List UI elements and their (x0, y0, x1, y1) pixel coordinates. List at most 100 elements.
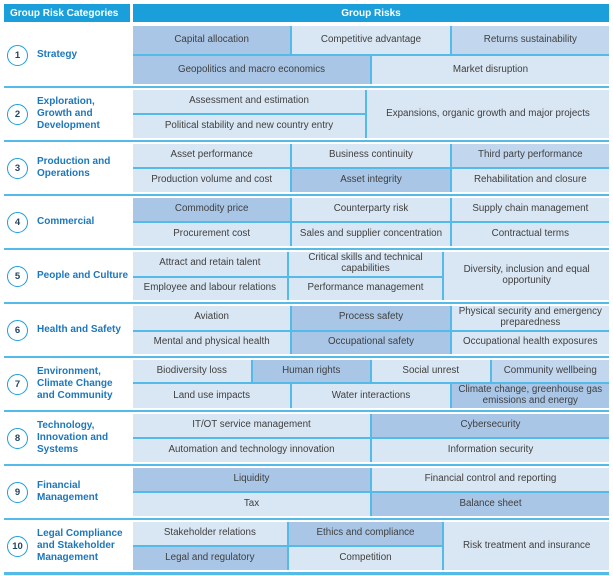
category-number: 8 (14, 432, 21, 444)
risk-row: Geopolitics and macro economics Market d… (133, 56, 609, 84)
risk-row: Capital allocation Competitive advantage… (133, 26, 609, 54)
divider-line (290, 331, 293, 354)
category-number-badge: 5 (7, 265, 28, 287)
table-bottom-border (4, 572, 609, 575)
risk-cell: Physical security and emergency prepared… (451, 306, 609, 330)
category-cell: 1 Strategy (4, 26, 130, 84)
risk-cell: Land use impacts (133, 384, 291, 408)
risk-cell: Production volume and cost (133, 169, 291, 192)
risk-row: Mental and physical health Occupational … (133, 331, 609, 354)
divider-line (290, 169, 293, 192)
risk-group-6: 6 Health and Safety Aviation Process saf… (4, 306, 609, 354)
risk-subgrid: Stakeholder relations Ethics and complia… (133, 522, 443, 570)
category-number-badge: 2 (7, 103, 28, 125)
category-cell: 10 Legal Compliance and Stakeholder Mana… (4, 522, 130, 570)
group-divider (4, 302, 609, 304)
risk-group-9: 9 Financial Management Liquidity Financi… (4, 468, 609, 516)
risk-group-8: 8 Technology, Innovation and Systems IT/… (4, 414, 609, 462)
table-header: Group Risk Categories Group Risks (4, 4, 609, 22)
risk-cell: Geopolitics and macro economics (133, 56, 370, 84)
risk-cell: Process safety (292, 306, 450, 330)
risk-cell: Capital allocation (133, 26, 291, 54)
divider-line (290, 198, 293, 221)
risk-group-7: 7 Environment, Climate Change and Commun… (4, 360, 609, 408)
risk-grid: Capital allocation Competitive advantage… (133, 26, 609, 84)
risk-row: Tax Balance sheet (133, 493, 609, 516)
category-number-badge: 4 (7, 211, 28, 233)
risk-grid: Assessment and estimation Political stab… (133, 90, 609, 138)
risk-cell: Information security (372, 439, 609, 462)
risk-group-3: 3 Production and Operations Asset perfor… (4, 144, 609, 192)
risk-cell: Stakeholder relations (133, 522, 287, 545)
category-number: 10 (12, 540, 23, 552)
risk-subgrid: Assessment and estimation Political stab… (133, 90, 365, 138)
divider-line (489, 360, 492, 383)
divider-line (133, 437, 609, 439)
divider-line (449, 306, 452, 330)
category-cell: 9 Financial Management (4, 468, 130, 516)
category-number: 9 (14, 486, 21, 498)
divider-line (449, 223, 452, 246)
category-cell: 4 Commercial (4, 198, 130, 246)
category-label: Technology, Innovation and Systems (37, 420, 109, 455)
divider-line (370, 439, 372, 462)
risk-cell: Assessment and estimation (133, 90, 365, 113)
risk-cell: Ethics and compliance (288, 522, 443, 545)
group-divider (4, 248, 609, 250)
risk-cell: Attract and retain talent (133, 252, 287, 276)
risk-row: Attract and retain talent Critical skill… (133, 252, 443, 276)
risk-cell: Asset performance (133, 144, 291, 167)
risk-row: Commodity price Counterparty risk Supply… (133, 198, 609, 221)
divider-line (449, 331, 452, 354)
risk-row: Stakeholder relations Ethics and complia… (133, 522, 443, 545)
group-divider (4, 464, 609, 466)
risk-cell: Biodiversity loss (133, 360, 251, 383)
group-divider (4, 356, 609, 358)
risk-cell: Rehabilitation and closure (451, 169, 609, 192)
divider-line (290, 26, 293, 54)
risk-cell: Counterparty risk (292, 198, 450, 221)
category-label: Financial Management (37, 480, 99, 503)
category-label: Strategy (37, 49, 78, 60)
category-number: 7 (14, 378, 21, 390)
category-number: 3 (14, 162, 21, 174)
risk-cell: Market disruption (372, 56, 609, 84)
category-number-badge: 7 (7, 373, 28, 395)
category-cell: 7 Environment, Climate Change and Commun… (4, 360, 130, 408)
divider-line (365, 90, 367, 138)
risk-grid: Asset performance Business continuity Th… (133, 144, 609, 192)
risk-row: Legal and regulatory Competition (133, 547, 443, 570)
category-number-badge: 6 (7, 319, 28, 341)
divider-line (250, 360, 253, 383)
category-number-badge: 1 (7, 44, 28, 66)
risk-row: Automation and technology innovation Inf… (133, 439, 609, 462)
risk-cell: Financial control and reporting (372, 468, 609, 491)
risk-cell: Employee and labour relations (133, 277, 287, 300)
divider-line (449, 384, 452, 408)
risk-cell: Balance sheet (372, 493, 609, 516)
category-cell: 3 Production and Operations (4, 144, 130, 192)
risk-cell: Asset integrity (292, 169, 450, 192)
risk-row: Employee and labour relations Performanc… (133, 277, 443, 300)
divider-line (290, 384, 293, 408)
divider-line (133, 221, 609, 223)
risk-row: Asset performance Business continuity Th… (133, 144, 609, 167)
divider-line (449, 198, 452, 221)
risk-cell: Performance management (288, 277, 443, 300)
category-number-badge: 9 (7, 481, 28, 503)
category-number-badge: 8 (7, 427, 28, 449)
risk-grid: Aviation Process safety Physical securit… (133, 306, 609, 354)
risk-cell: Aviation (133, 306, 291, 330)
risk-group-10: 10 Legal Compliance and Stakeholder Mana… (4, 522, 609, 570)
risk-grid: Commodity price Counterparty risk Supply… (133, 198, 609, 246)
divider-line (133, 275, 443, 278)
risk-cell-spanning: Risk treatment and insurance (444, 522, 609, 570)
category-label: Exploration, Growth and Development (37, 96, 100, 131)
category-cell: 2 Exploration, Growth and Development (4, 90, 130, 138)
risk-cell: Business continuity (292, 144, 450, 167)
group-divider (4, 86, 609, 88)
risk-row: Production volume and cost Asset integri… (133, 169, 609, 192)
risk-cell-spanning: Diversity, inclusion and equal opportuni… (444, 252, 609, 300)
divider-line (133, 329, 609, 332)
divider-line (290, 144, 293, 167)
